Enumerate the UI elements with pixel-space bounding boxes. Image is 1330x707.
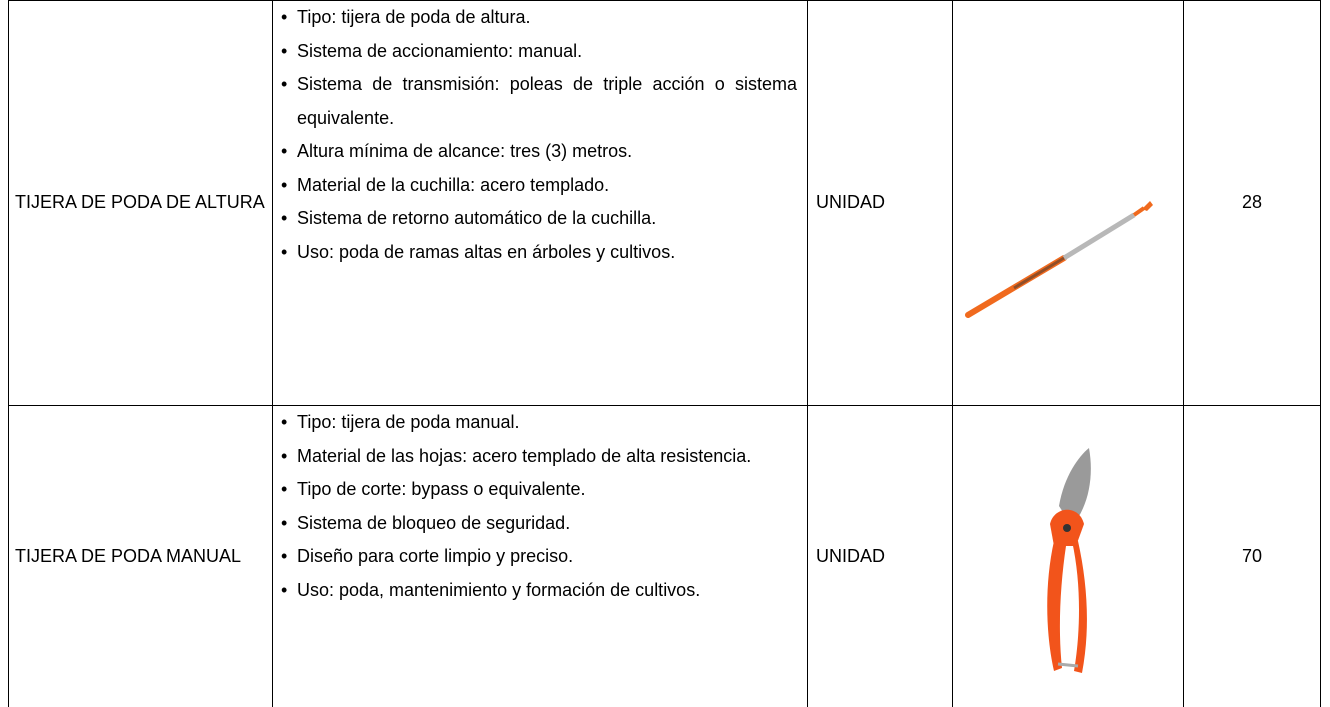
spec-item: Sistema de accionamiento: manual. [273, 35, 797, 69]
spec-item: Tipo: tijera de poda de altura. [273, 1, 797, 35]
spec-item: Tipo de corte: bypass o equivalente. [273, 473, 797, 507]
spec-item: Material de la cuchilla: acero templado. [273, 169, 797, 203]
spec-item: Uso: poda, mantenimiento y formación de … [273, 574, 797, 608]
pole-pruner-image [964, 201, 1153, 318]
image-cell [952, 405, 1184, 707]
spec-item: Tipo: tijera de poda manual. [273, 406, 797, 440]
unit: UNIDAD [807, 405, 953, 707]
spec-item: Sistema de retorno automático de la cuch… [273, 202, 797, 236]
item-name: TIJERA DE PODA MANUAL [8, 405, 273, 707]
spec-item: Altura mínima de alcance: tres (3) metro… [273, 135, 797, 169]
unit: UNIDAD [807, 0, 953, 406]
spec-item: Sistema de transmisión: poleas de triple… [273, 68, 797, 135]
spec-list: Tipo: tijera de poda de altura.Sistema d… [273, 1, 797, 269]
specs-cell: Tipo: tijera de poda manual.Material de … [272, 405, 808, 707]
spec-table: TIJERA DE PODA DE ALTURATipo: tijera de … [8, 0, 1321, 707]
spec-item: Material de las hojas: acero templado de… [273, 440, 797, 474]
spec-list: Tipo: tijera de poda manual.Material de … [273, 406, 797, 607]
table-row: TIJERA DE PODA MANUALTipo: tijera de pod… [8, 405, 1321, 707]
item-name: TIJERA DE PODA DE ALTURA [8, 0, 273, 406]
hand-pruner-image [1046, 448, 1091, 674]
quantity: 28 [1183, 0, 1321, 406]
spec-item: Sistema de bloqueo de seguridad. [273, 507, 797, 541]
table-body: TIJERA DE PODA DE ALTURATipo: tijera de … [8, 0, 1321, 707]
quantity: 70 [1183, 405, 1321, 707]
specs-cell: Tipo: tijera de poda de altura.Sistema d… [272, 0, 808, 406]
spec-item: Uso: poda de ramas altas en árboles y cu… [273, 236, 797, 270]
image-cell [952, 0, 1184, 406]
spec-item: Diseño para corte limpio y preciso. [273, 540, 797, 574]
table-row: TIJERA DE PODA DE ALTURATipo: tijera de … [8, 0, 1321, 406]
